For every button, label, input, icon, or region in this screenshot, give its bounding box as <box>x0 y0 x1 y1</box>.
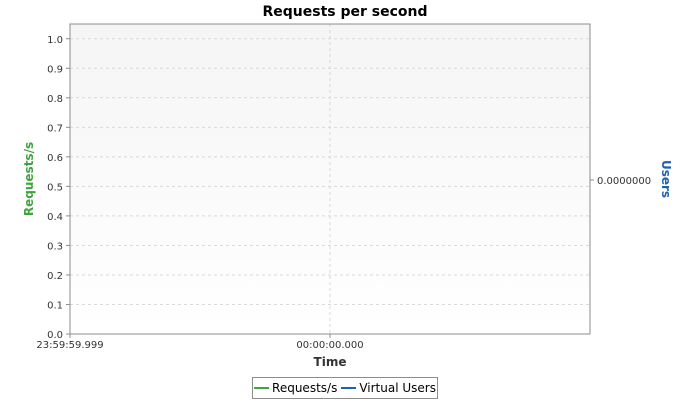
legend-label-virtual-users: Virtual Users <box>359 381 436 395</box>
x-tick-label: 23:59:59.999 <box>36 340 103 351</box>
legend-item-virtual-users: Virtual Users <box>341 381 436 395</box>
y-tick-label: 0.2 <box>47 271 63 282</box>
y-tick-label: 0.6 <box>47 153 63 164</box>
y-tick-label: 0.9 <box>47 64 63 75</box>
y-tick-label: 0.7 <box>47 123 63 134</box>
legend-swatch-requests <box>254 387 270 389</box>
legend-swatch-virtual-users <box>341 387 357 389</box>
y2-tick-label: 0.0000000 <box>597 176 651 187</box>
legend: Requests/s Virtual Users <box>252 377 438 399</box>
y-tick-label: 0.1 <box>47 300 63 311</box>
y-tick-label: 0.4 <box>47 212 63 223</box>
plot-area <box>70 24 590 334</box>
legend-label-requests: Requests/s <box>272 381 338 395</box>
y-tick-label: 0.8 <box>47 94 63 105</box>
x-tick-label: 00:00:00.000 <box>296 340 363 351</box>
chart-title: Requests per second <box>262 4 427 20</box>
y-axis-label: Requests/s <box>22 142 36 216</box>
x-axis-label: Time <box>314 355 347 369</box>
y-tick-label: 0.0 <box>47 330 63 341</box>
y-tick-label: 0.5 <box>47 182 63 193</box>
y-tick-label: 1.0 <box>47 35 63 46</box>
legend-item-requests: Requests/s <box>254 381 337 395</box>
y2-axis-label: Users <box>659 160 673 198</box>
y-tick-label: 0.3 <box>47 241 63 252</box>
